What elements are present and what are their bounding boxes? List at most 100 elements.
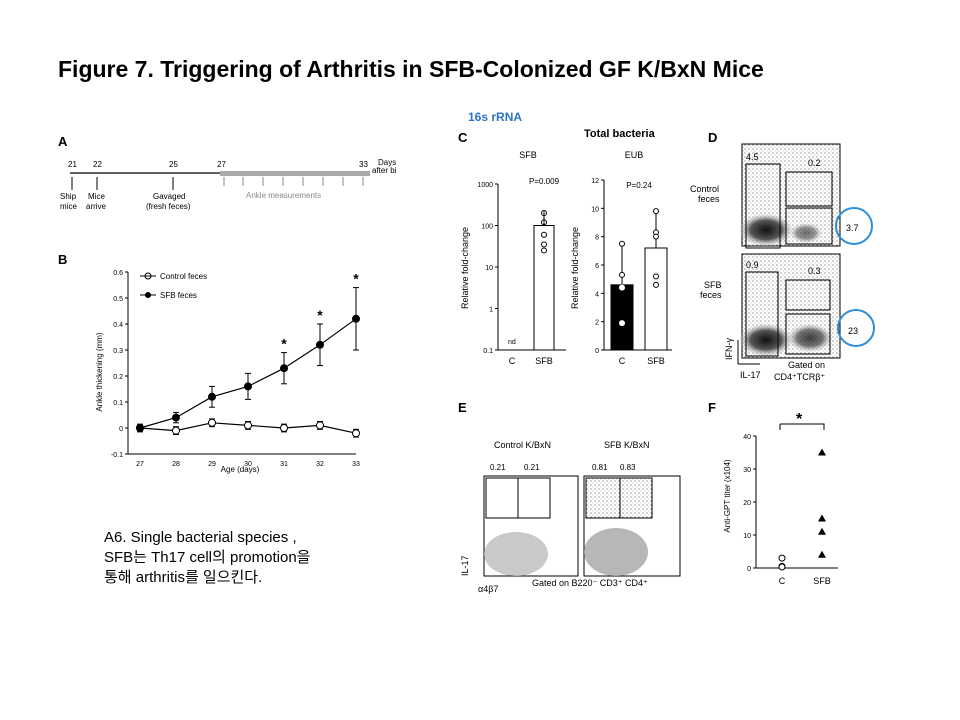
panel-f-chart: F Anti-GPT titer (x104) * 40 30 20 10 0 C SFB: [708, 400, 838, 586]
c-tick-label: 6: [595, 263, 599, 270]
day-label: 33: [359, 160, 368, 169]
c-bar: [610, 284, 634, 351]
panel-b-chart: B Ankle thickening (mm) Age (days) -0.1 0…: [58, 252, 360, 474]
data-point: [244, 382, 252, 391]
panel-d-flow: D 4.5 0.2 3.7 Control feces 0.9 0.3 23 S…: [690, 130, 875, 382]
significance-star: *: [281, 336, 287, 352]
panel-f-letter: F: [708, 400, 716, 415]
c-left-ylabel: Relative fold-change: [460, 227, 470, 309]
event-label: (fresh feces): [146, 202, 191, 211]
f-tick-label: 30: [743, 467, 751, 474]
f-tick-label: 0: [747, 566, 751, 573]
d-row-label: feces: [700, 290, 722, 300]
x-tick-label: 28: [172, 461, 180, 468]
y-tick-label: 0: [119, 426, 123, 433]
c-tick-label: 2: [595, 320, 599, 327]
data-point: [316, 340, 324, 349]
f-tick-label: 10: [743, 533, 751, 540]
event-label: arrive: [86, 202, 107, 211]
c-category-label: C: [619, 356, 626, 366]
x-axis-label: Age (days): [221, 465, 260, 474]
label-16s-rrna: 16s rRNA: [468, 110, 523, 124]
legend-control: Control feces: [160, 272, 207, 281]
e-title: Control K/BxN: [494, 440, 551, 450]
d-gated: Gated on: [788, 360, 825, 370]
e-x-axis: α4β7: [478, 584, 498, 594]
c-tick-label: 12: [591, 178, 599, 185]
e-y-axis: IL-17: [460, 555, 470, 576]
d-gated: CD4⁺TCRβ⁺: [774, 372, 825, 382]
c-point: [653, 233, 659, 240]
y-tick-label: 0.3: [113, 348, 123, 355]
c-point: [653, 273, 659, 280]
f-tick-label: 20: [743, 500, 751, 507]
y-tick-label: 0.2: [113, 374, 123, 381]
c-tick-label: 0.1: [483, 348, 493, 355]
event-label: Ship: [60, 192, 77, 201]
c-tick-label: 1000: [477, 182, 493, 189]
day-label: 27: [217, 160, 226, 169]
data-point: [172, 413, 180, 422]
legend-sfb: SFB feces: [160, 291, 197, 300]
highlight-circle: [837, 309, 875, 347]
c-category-label: C: [509, 356, 516, 366]
panel-a-letter: A: [58, 134, 68, 149]
y-tick-label: 0.1: [113, 400, 123, 407]
data-point: [136, 424, 144, 432]
c-left-title: SFB: [519, 150, 537, 160]
c-right-ylabel: Relative fold-change: [570, 227, 580, 309]
panel-c-chart: C SFB P=0.009 EUB P=0.24 Relative fold-c…: [458, 130, 672, 366]
label-total-bacteria: Total bacteria: [584, 128, 655, 140]
e-value: 0.21: [490, 463, 506, 472]
data-point: [352, 314, 360, 323]
x-tick-label: 31: [280, 461, 288, 468]
f-point: [778, 554, 786, 562]
c-point: [541, 247, 547, 254]
event-label: Gavaged: [153, 192, 185, 201]
d-row-label: Control: [690, 184, 719, 194]
c-tick-label: 10: [591, 206, 599, 213]
c-point: [653, 208, 659, 215]
day-label: 25: [169, 160, 178, 169]
c-point: [653, 281, 659, 288]
day-label: 22: [93, 160, 102, 169]
c-point: [619, 320, 625, 327]
c-left-p: P=0.009: [529, 177, 560, 186]
e-gated: Gated on B220⁻ CD3⁺ CD4⁺: [532, 578, 648, 588]
panel-e-letter: E: [458, 400, 467, 415]
c-point: [619, 284, 625, 291]
caption-line: 통해 arthritis를 일으킨다.: [104, 569, 263, 586]
panel-c-letter: C: [458, 130, 468, 145]
nd-label: nd: [508, 339, 516, 346]
d-value: 0.9: [746, 260, 759, 270]
x-tick-label: 33: [352, 461, 360, 468]
e-value: 0.81: [592, 463, 608, 472]
event-label: mice: [60, 202, 77, 211]
f-point: [818, 550, 826, 558]
c-bar: [644, 247, 668, 351]
d-row-label: feces: [698, 194, 720, 204]
data-point: [316, 421, 324, 430]
caption-line: A6. Single bacterial species ,: [104, 529, 297, 546]
d-row-label: SFB: [704, 280, 722, 290]
y-tick-label: 0.6: [113, 270, 123, 277]
data-point: [172, 426, 180, 435]
e-value: 0.83: [620, 463, 636, 472]
d-value: 4.5: [746, 152, 759, 162]
data-point: [244, 421, 252, 430]
c-tick-label: 100: [481, 224, 493, 231]
slide-title: Figure 7. Triggering of Arthritis in SFB…: [58, 56, 764, 82]
f-category-label: C: [779, 576, 786, 586]
x-tick-label: 29: [208, 461, 216, 468]
highlight-circle: [835, 207, 873, 245]
c-point: [541, 231, 547, 238]
x-tick-label: 32: [316, 461, 324, 468]
y-tick-label: 0.4: [113, 322, 123, 329]
y-axis-label: Ankle thickening (mm): [95, 332, 104, 411]
data-point: [280, 424, 288, 432]
d-value: 0.2: [808, 158, 821, 168]
d-x-axis: IL-17: [740, 370, 761, 380]
y-tick-label: 0.5: [113, 296, 123, 303]
c-tick-label: 1: [489, 307, 493, 314]
panel-b-letter: B: [58, 252, 67, 267]
